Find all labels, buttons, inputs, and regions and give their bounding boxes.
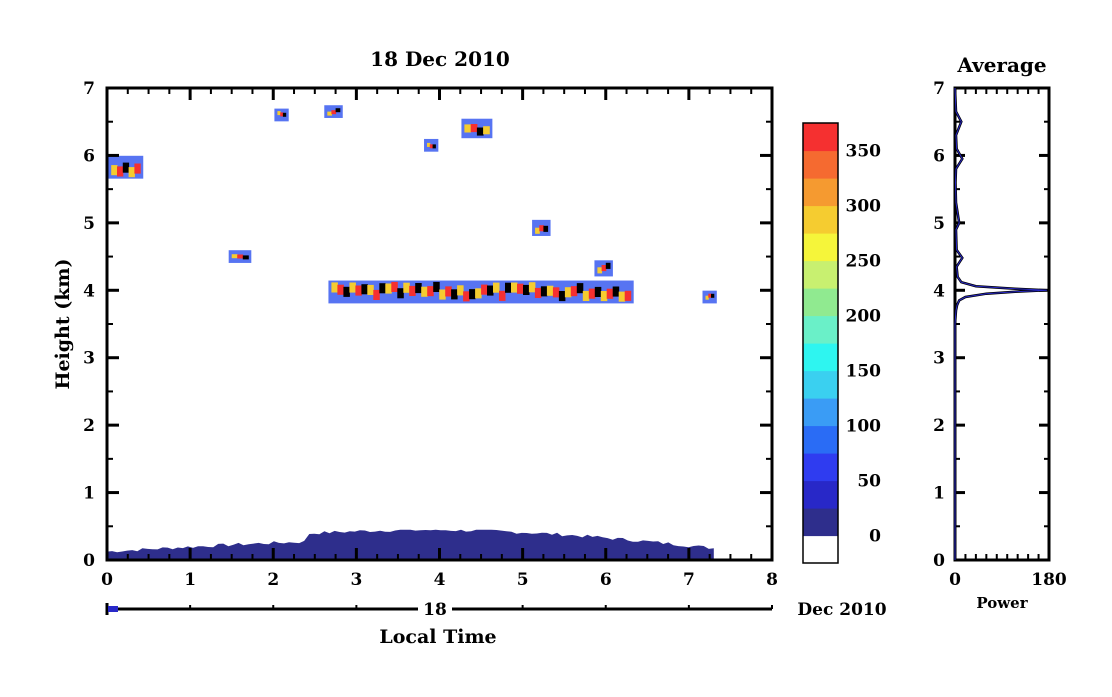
colorbar-swatch [803,398,838,427]
profile-x-tick-label: 0 [949,570,961,590]
colorbar-swatch [803,343,838,372]
colorbar-swatch [803,178,838,207]
profile-y-tick-label: 7 [933,79,945,99]
heat-feature-blob-6.65km [324,105,343,118]
colorbar-label: 150 [846,362,882,382]
heat-feature-layer-4km [328,280,634,304]
y-tick-label: 1 [83,484,95,504]
month-label: Dec 2010 [797,600,886,620]
x-tick-label: 2 [267,570,279,590]
x-tick-label: 3 [350,570,362,590]
colorbar-swatch [803,123,838,152]
heat-feature-layer-3.9km-end [702,290,717,304]
colorbar-swatch [803,233,838,262]
profile-x-label: Power [976,594,1028,612]
profile-y-tick-label: 2 [933,416,945,436]
y-tick-label: 3 [83,349,95,369]
x-tick-label: 1 [184,570,196,590]
colorbar-swatch [803,425,838,454]
x-tick-label: 6 [600,570,612,590]
y-tick-label: 0 [83,551,95,571]
colorbar-swatch [803,370,838,399]
colorbar-label: 350 [846,142,882,162]
x-tick-label: 5 [517,570,529,590]
y-tick-label: 5 [83,214,95,234]
colorbar-swatch [803,288,838,317]
profile-x-tick-label: 180 [1031,570,1067,590]
profile-series-line-shadow [954,87,1047,560]
colorbar-swatch [803,480,838,509]
heat-feature-layer-4.5km [228,250,252,263]
colorbar-swatch [803,205,838,234]
main-axes: 0 1 2 3 4 5 6 7 8 0 1 2 3 4 5 6 7 [83,79,778,609]
x-tick-label: 4 [434,570,446,590]
heat-feature-blob-6.1km [424,138,439,152]
profile-y-tick-label: 1 [933,484,945,504]
colorbar-label: 0 [869,527,881,547]
x-tick-label: 8 [766,570,778,590]
y-tick-label: 4 [83,281,95,301]
colorbar-swatch [803,150,838,179]
profile-frame [953,86,1051,562]
y-tick-label: 2 [83,416,95,436]
colorbar: 0 50 100 150 200 250 300 350 [802,122,882,564]
date-line-marker [108,606,118,612]
heatmap-area [107,105,717,560]
heat-feature-blob-6.4km [461,118,493,139]
colorbar-label: 300 [846,197,882,217]
colorbar-frame [802,122,839,564]
colorbar-label: 200 [846,307,882,327]
colorbar-label: 100 [846,417,882,437]
x-axis-label: Local Time [379,626,496,648]
heat-feature-ground-clutter [107,529,714,560]
colorbar-swatch [803,315,838,344]
x-tick-label: 0 [101,570,113,590]
profile-axes: 0 1 2 3 4 5 6 7 0 180 [933,79,1067,590]
colorbar-swatch [803,453,838,482]
colorbar-below-swatch [803,535,838,563]
profile-y-tick-label: 6 [933,146,945,166]
colorbar-label: 250 [846,252,882,272]
heat-feature-blob-6.6km [274,108,289,122]
colorbar-swatch [803,508,838,537]
profile-y-tick-label: 3 [933,349,945,369]
profile-y-tick-label: 5 [933,214,945,234]
main-frame [105,86,774,562]
profile-series-line [953,87,1047,560]
colorbar-label: 50 [857,472,881,492]
day-label: 18 [423,600,447,620]
heat-feature-layer-5.8km [108,155,144,179]
main-title: 18 Dec 2010 [370,47,510,71]
colorbar-swatch [803,260,838,289]
heat-feature-blob-4.9km [532,219,551,236]
profile-y-tick-label: 4 [933,281,945,301]
profile-title: Average [956,53,1046,77]
x-tick-label: 7 [683,570,695,590]
y-axis-label: Height (km) [52,259,74,390]
profile-y-tick-label: 0 [933,551,945,571]
y-tick-label: 6 [83,146,95,166]
day-label-bg [418,598,452,618]
heat-feature-blob-4.3km [594,260,613,277]
y-tick-label: 7 [83,79,95,99]
